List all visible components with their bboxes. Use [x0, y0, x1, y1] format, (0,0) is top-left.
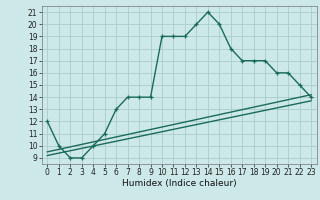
X-axis label: Humidex (Indice chaleur): Humidex (Indice chaleur) — [122, 179, 236, 188]
